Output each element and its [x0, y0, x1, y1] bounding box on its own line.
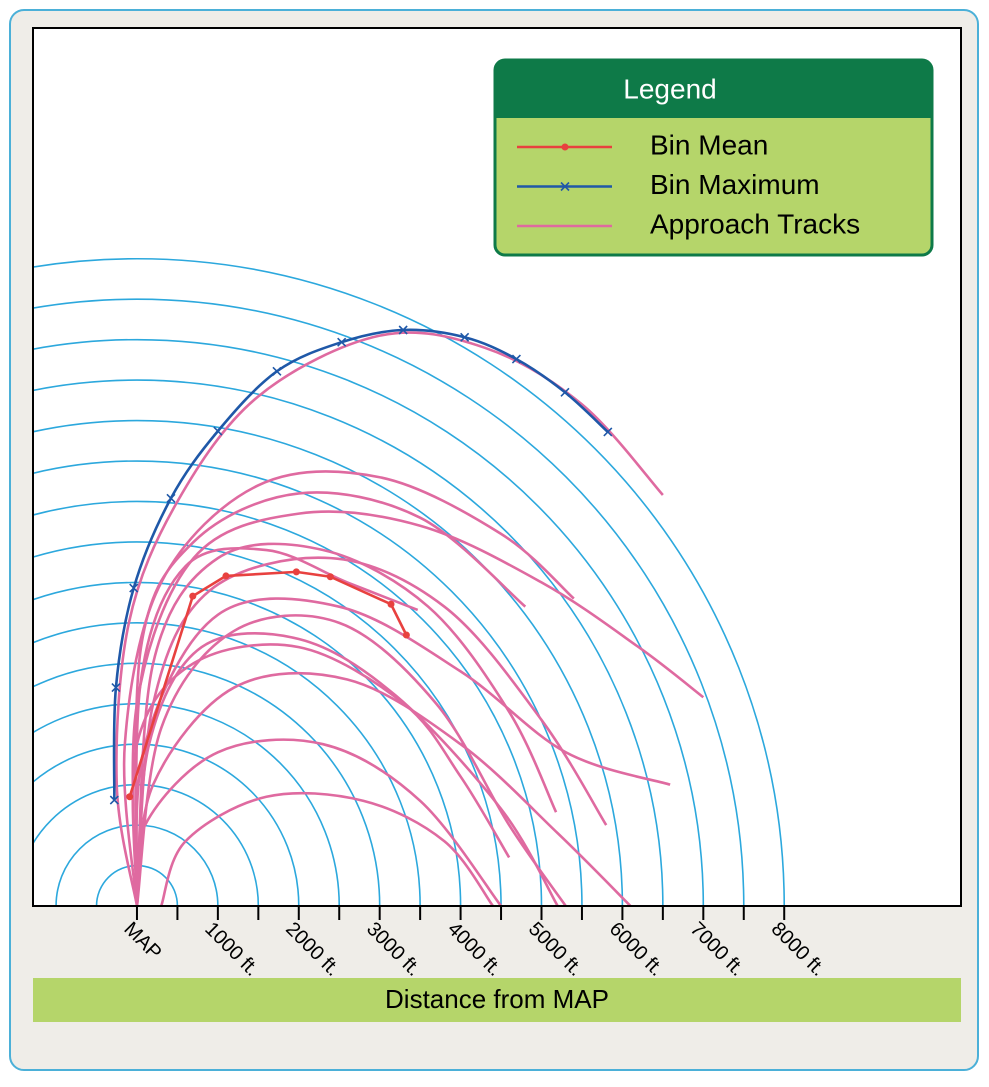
range-ring	[33, 662, 381, 906]
mean-point	[189, 592, 197, 600]
x-label-bar	[33, 978, 961, 1022]
legend-label: Bin Mean	[650, 129, 768, 160]
series-line	[131, 643, 511, 906]
max-point	[337, 337, 347, 347]
range-ring	[33, 581, 462, 906]
series-line	[135, 671, 632, 906]
range-ring	[33, 501, 543, 906]
range-ring	[33, 419, 624, 906]
legend-label: Approach Tracks	[650, 208, 860, 239]
legend-marker	[561, 143, 569, 151]
max-point	[111, 683, 121, 693]
series-line	[134, 491, 527, 906]
max-point	[603, 427, 613, 437]
mean-point	[292, 568, 300, 576]
legend: Legend Bin Mean Bin Maximum Approach Track…	[493, 58, 934, 257]
series-line	[135, 632, 559, 906]
plot-border	[32, 27, 962, 907]
legend-marker	[560, 181, 570, 192]
max-point	[560, 387, 570, 397]
mean-point	[326, 573, 334, 581]
series-line	[135, 614, 567, 906]
max-point	[511, 354, 521, 364]
max-point	[129, 583, 139, 593]
series-line	[122, 470, 575, 906]
max-point	[213, 426, 223, 436]
lines	[109, 325, 705, 906]
legend-header	[495, 60, 932, 118]
range-ring	[33, 298, 745, 906]
legend-label: Bin Maximum	[650, 169, 820, 200]
range-ring	[33, 460, 583, 906]
max-point	[166, 493, 176, 503]
max-point	[272, 366, 282, 376]
max-point	[398, 325, 408, 335]
mean-point	[387, 600, 395, 608]
mean-point	[126, 793, 134, 801]
x-axis-label: Distance from MAP	[385, 984, 609, 1014]
range-ring	[33, 257, 786, 906]
series-line	[160, 791, 494, 906]
legend-title: Legend	[623, 73, 716, 104]
max-point	[109, 795, 119, 805]
series-line	[135, 738, 503, 906]
series-line	[135, 556, 608, 906]
range-ring	[33, 338, 705, 906]
mean-point	[402, 631, 410, 639]
max-point	[460, 332, 470, 342]
mean-point	[222, 572, 230, 580]
